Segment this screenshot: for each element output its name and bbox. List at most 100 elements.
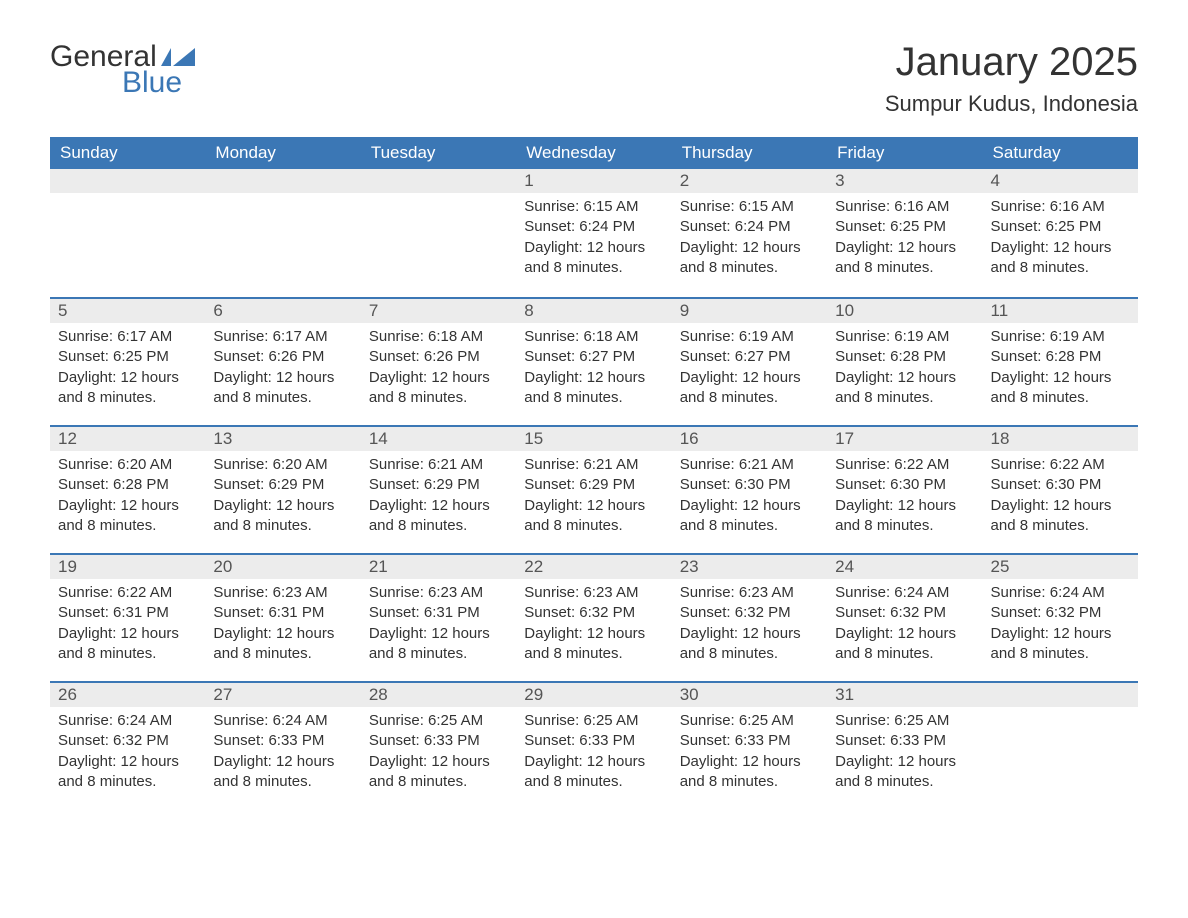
calendar-day-empty [361,169,516,297]
day-sunset: Sunset: 6:31 PM [369,603,508,623]
day-sunset: Sunset: 6:32 PM [680,603,819,623]
day-d1: Daylight: 12 hours [991,496,1130,516]
day-sunrise: Sunrise: 6:24 AM [991,583,1130,603]
day-number: 12 [50,425,205,451]
day-d1: Daylight: 12 hours [991,238,1130,258]
day-d2: and 8 minutes. [213,772,352,792]
day-d2: and 8 minutes. [680,644,819,664]
day-details: Sunrise: 6:23 AMSunset: 6:32 PMDaylight:… [672,579,827,672]
day-d1: Daylight: 12 hours [835,624,974,644]
day-number: 10 [827,297,982,323]
day-sunset: Sunset: 6:33 PM [680,731,819,751]
day-sunrise: Sunrise: 6:19 AM [991,327,1130,347]
day-d1: Daylight: 12 hours [835,752,974,772]
day-sunset: Sunset: 6:33 PM [835,731,974,751]
day-number: 14 [361,425,516,451]
day-details: Sunrise: 6:25 AMSunset: 6:33 PMDaylight:… [361,707,516,800]
calendar-day: 5Sunrise: 6:17 AMSunset: 6:25 PMDaylight… [50,297,205,425]
day-sunrise: Sunrise: 6:22 AM [835,455,974,475]
calendar-day: 8Sunrise: 6:18 AMSunset: 6:27 PMDaylight… [516,297,671,425]
day-details: Sunrise: 6:18 AMSunset: 6:26 PMDaylight:… [361,323,516,416]
calendar-week: 19Sunrise: 6:22 AMSunset: 6:31 PMDayligh… [50,553,1138,681]
day-d2: and 8 minutes. [369,772,508,792]
calendar-day: 11Sunrise: 6:19 AMSunset: 6:28 PMDayligh… [983,297,1138,425]
calendar-day: 25Sunrise: 6:24 AMSunset: 6:32 PMDayligh… [983,553,1138,681]
day-sunset: Sunset: 6:25 PM [835,217,974,237]
day-details: Sunrise: 6:21 AMSunset: 6:29 PMDaylight:… [361,451,516,544]
day-d2: and 8 minutes. [680,258,819,278]
day-number: 23 [672,553,827,579]
day-d2: and 8 minutes. [991,644,1130,664]
calendar-day: 6Sunrise: 6:17 AMSunset: 6:26 PMDaylight… [205,297,360,425]
day-sunrise: Sunrise: 6:18 AM [369,327,508,347]
day-sunrise: Sunrise: 6:17 AM [213,327,352,347]
day-number: 7 [361,297,516,323]
calendar-day: 24Sunrise: 6:24 AMSunset: 6:32 PMDayligh… [827,553,982,681]
day-number [361,169,516,193]
day-d1: Daylight: 12 hours [524,238,663,258]
day-sunrise: Sunrise: 6:20 AM [213,455,352,475]
day-number [205,169,360,193]
weekday-header: Saturday [983,137,1138,169]
calendar-day: 29Sunrise: 6:25 AMSunset: 6:33 PMDayligh… [516,681,671,809]
day-d1: Daylight: 12 hours [58,496,197,516]
day-d2: and 8 minutes. [369,516,508,536]
day-d2: and 8 minutes. [58,516,197,536]
day-details: Sunrise: 6:18 AMSunset: 6:27 PMDaylight:… [516,323,671,416]
day-number: 20 [205,553,360,579]
day-sunset: Sunset: 6:33 PM [213,731,352,751]
day-sunset: Sunset: 6:29 PM [524,475,663,495]
day-d2: and 8 minutes. [835,388,974,408]
day-number: 29 [516,681,671,707]
day-number: 4 [983,169,1138,193]
day-d2: and 8 minutes. [369,388,508,408]
day-sunset: Sunset: 6:28 PM [58,475,197,495]
day-number: 1 [516,169,671,193]
day-sunrise: Sunrise: 6:21 AM [524,455,663,475]
day-details: Sunrise: 6:17 AMSunset: 6:26 PMDaylight:… [205,323,360,416]
day-details: Sunrise: 6:21 AMSunset: 6:29 PMDaylight:… [516,451,671,544]
day-sunrise: Sunrise: 6:23 AM [369,583,508,603]
day-sunrise: Sunrise: 6:24 AM [58,711,197,731]
day-number: 9 [672,297,827,323]
day-number: 13 [205,425,360,451]
day-sunrise: Sunrise: 6:22 AM [991,455,1130,475]
day-number: 19 [50,553,205,579]
calendar-day: 15Sunrise: 6:21 AMSunset: 6:29 PMDayligh… [516,425,671,553]
calendar-week: 12Sunrise: 6:20 AMSunset: 6:28 PMDayligh… [50,425,1138,553]
weekday-header: Monday [205,137,360,169]
day-details: Sunrise: 6:24 AMSunset: 6:32 PMDaylight:… [827,579,982,672]
day-details: Sunrise: 6:20 AMSunset: 6:28 PMDaylight:… [50,451,205,544]
day-sunrise: Sunrise: 6:15 AM [524,197,663,217]
day-d2: and 8 minutes. [680,388,819,408]
calendar-day: 23Sunrise: 6:23 AMSunset: 6:32 PMDayligh… [672,553,827,681]
day-details: Sunrise: 6:15 AMSunset: 6:24 PMDaylight:… [516,193,671,286]
day-sunset: Sunset: 6:29 PM [213,475,352,495]
day-details: Sunrise: 6:24 AMSunset: 6:33 PMDaylight:… [205,707,360,800]
day-details: Sunrise: 6:16 AMSunset: 6:25 PMDaylight:… [983,193,1138,286]
location: Sumpur Kudus, Indonesia [885,91,1138,117]
day-sunset: Sunset: 6:24 PM [680,217,819,237]
day-details: Sunrise: 6:17 AMSunset: 6:25 PMDaylight:… [50,323,205,416]
day-d1: Daylight: 12 hours [213,752,352,772]
title-block: January 2025 Sumpur Kudus, Indonesia [885,40,1138,117]
day-d2: and 8 minutes. [213,516,352,536]
day-number: 21 [361,553,516,579]
day-d1: Daylight: 12 hours [524,752,663,772]
day-d1: Daylight: 12 hours [58,752,197,772]
day-sunrise: Sunrise: 6:25 AM [369,711,508,731]
header: General Blue January 2025 Sumpur Kudus, … [50,40,1138,117]
day-sunrise: Sunrise: 6:23 AM [680,583,819,603]
day-d2: and 8 minutes. [991,516,1130,536]
day-d2: and 8 minutes. [369,644,508,664]
day-sunset: Sunset: 6:32 PM [991,603,1130,623]
day-sunrise: Sunrise: 6:22 AM [58,583,197,603]
day-details: Sunrise: 6:22 AMSunset: 6:31 PMDaylight:… [50,579,205,672]
day-number: 6 [205,297,360,323]
day-d1: Daylight: 12 hours [680,496,819,516]
day-details: Sunrise: 6:21 AMSunset: 6:30 PMDaylight:… [672,451,827,544]
calendar-body: 1Sunrise: 6:15 AMSunset: 6:24 PMDaylight… [50,169,1138,809]
calendar-day: 22Sunrise: 6:23 AMSunset: 6:32 PMDayligh… [516,553,671,681]
day-d2: and 8 minutes. [524,644,663,664]
day-d1: Daylight: 12 hours [680,624,819,644]
